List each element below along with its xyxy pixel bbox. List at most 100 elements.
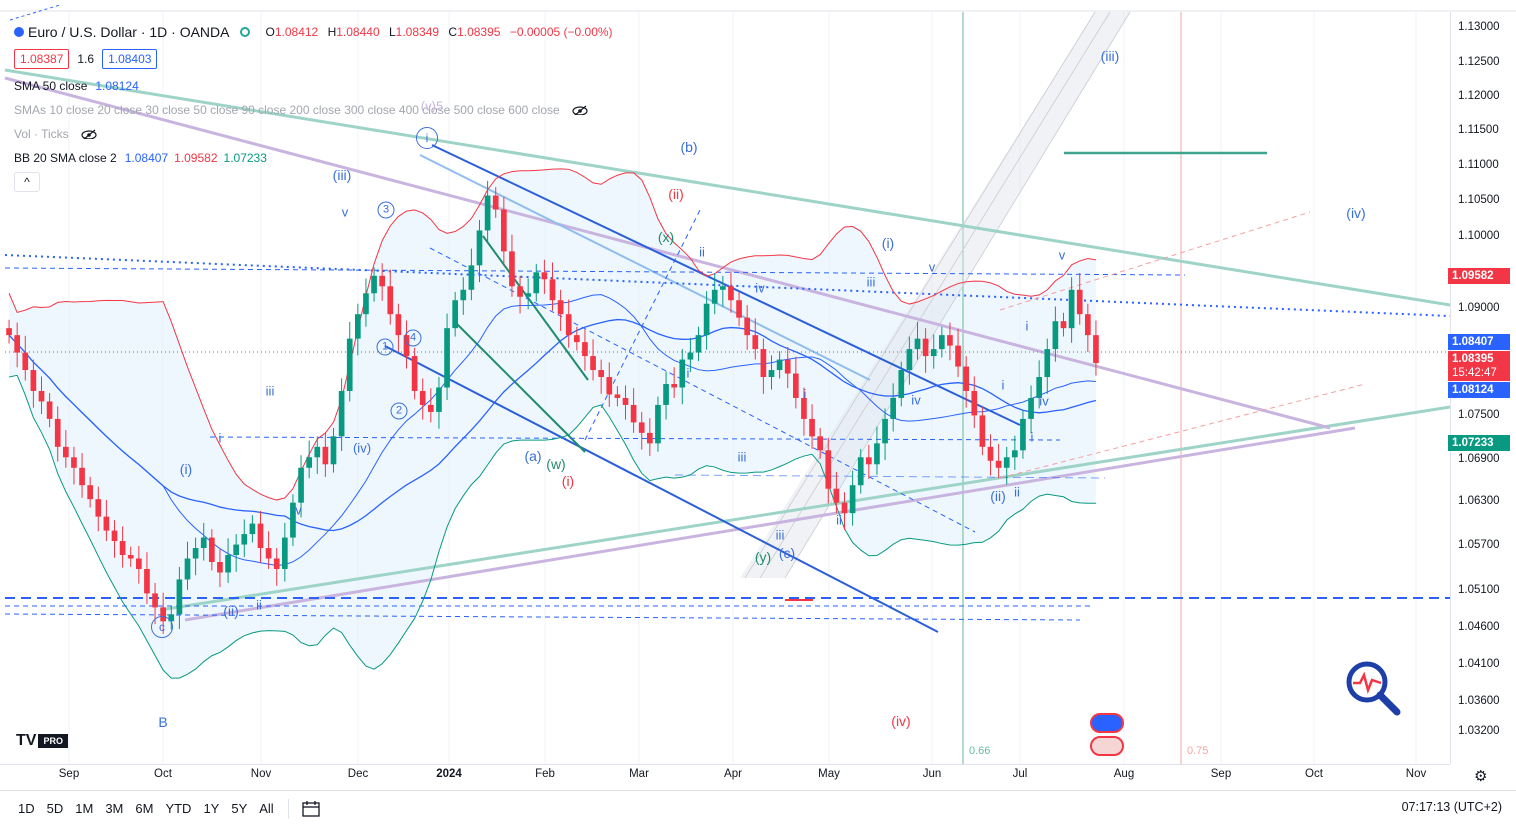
candle-body — [622, 397, 629, 405]
wave-label[interactable]: 2 — [390, 402, 408, 420]
wave-label[interactable]: (y) — [754, 549, 772, 565]
buy-button[interactable]: 1.08403 — [102, 49, 158, 69]
wave-label[interactable]: (b) — [680, 139, 698, 155]
wave-label[interactable]: 3 — [377, 201, 395, 219]
sell-button[interactable]: 1.08387 — [14, 49, 70, 69]
wave-label[interactable]: ii — [699, 244, 705, 260]
wave-label[interactable]: (ii) — [990, 488, 1006, 504]
wave-label[interactable]: iii — [866, 274, 876, 290]
wave-label[interactable]: iv — [1039, 393, 1049, 409]
wave-label[interactable]: i — [218, 430, 222, 446]
wave-label[interactable]: iv — [911, 392, 921, 408]
wave-label[interactable]: (w) — [546, 456, 566, 472]
candle-body — [1084, 314, 1091, 336]
wave-label[interactable]: iii — [737, 449, 747, 465]
candle-body — [1036, 377, 1043, 398]
time-axis[interactable] — [0, 764, 1450, 788]
candle-body — [671, 384, 678, 388]
sma50-row[interactable]: SMA 50 close 1.08124 — [14, 79, 139, 93]
wave-label[interactable]: (iv) — [1346, 205, 1366, 221]
wave-label[interactable]: i — [1030, 429, 1034, 445]
blue-channel-bottom — [384, 345, 939, 633]
wave-label[interactable]: (i) — [561, 473, 575, 489]
range-all[interactable]: All — [259, 801, 274, 816]
spread-value: 1.6 — [77, 52, 95, 66]
wave-label[interactable]: (iv) — [352, 440, 372, 456]
range-6m[interactable]: 6M — [135, 801, 154, 816]
candle-body — [841, 502, 848, 514]
wave-label[interactable]: (i) — [881, 235, 895, 251]
wave-label[interactable]: (x) — [657, 229, 675, 245]
candle-body — [411, 356, 418, 391]
candle-body — [792, 373, 799, 398]
candle-body — [971, 390, 978, 416]
price-tick: 1.04600 — [1458, 621, 1500, 633]
range-5y[interactable]: 5Y — [231, 801, 248, 816]
candle-body — [938, 335, 945, 350]
green-short-line — [482, 235, 589, 381]
wave-label[interactable]: 4 — [404, 329, 422, 347]
magnifier-heartbeat-icon[interactable] — [1345, 660, 1405, 720]
wave-label[interactable]: (v)5 — [420, 98, 444, 114]
candle-body — [22, 352, 29, 371]
wave-label[interactable]: B — [158, 714, 168, 730]
ohlc-values: O1.08412 H1.08440 L1.08349 C1.08395 −0.0… — [265, 25, 613, 39]
wave-label[interactable]: i — [1025, 318, 1029, 334]
wave-label[interactable]: (a) — [524, 448, 542, 464]
wave-label[interactable]: i — [1001, 377, 1005, 393]
price-tick: 1.12000 — [1458, 90, 1500, 102]
wave-label[interactable]: v — [928, 259, 936, 275]
calendar-range-icon[interactable] — [301, 800, 321, 818]
fib-label-066: 0.66 — [969, 745, 991, 757]
candle-body — [192, 548, 199, 559]
wave-label[interactable]: i — [686, 365, 690, 381]
wave-label[interactable]: (iii) — [1100, 48, 1120, 64]
wave-label[interactable]: (iii) — [332, 167, 352, 183]
wave-label[interactable]: (c) — [778, 545, 796, 561]
range-1m[interactable]: 1M — [75, 801, 94, 816]
candle-body — [144, 568, 150, 594]
candles — [6, 180, 1099, 634]
wave-label[interactable]: c — [151, 616, 173, 638]
candle-body — [225, 555, 231, 573]
wave-label[interactable]: ii — [256, 597, 262, 613]
range-1d[interactable]: 1D — [18, 801, 35, 816]
range-5d[interactable]: 5D — [46, 801, 64, 816]
wave-label[interactable]: v — [1058, 247, 1066, 263]
wave-label[interactable]: i — [803, 386, 807, 402]
candle-body — [281, 537, 288, 569]
candle-body — [62, 446, 69, 458]
wave-label[interactable]: v — [341, 204, 349, 220]
range-3m[interactable]: 3M — [105, 801, 124, 816]
collapse-legend-button[interactable]: ^ — [14, 172, 40, 192]
bb-row[interactable]: BB 20 SMA close 2 1.08407 1.09582 1.0723… — [14, 151, 267, 165]
range-ytd[interactable]: YTD — [165, 801, 192, 816]
symbol-title[interactable]: Euro / U.S. Dollar · 1D · OANDA — [28, 24, 230, 40]
wave-label[interactable]: iii — [265, 383, 275, 399]
wave-label[interactable]: (iv) — [891, 713, 911, 729]
candle-body — [1020, 418, 1026, 451]
light-blue-line — [419, 154, 871, 381]
settings-gear-icon[interactable]: ⚙ — [1474, 768, 1488, 785]
wave-label[interactable]: iv — [755, 280, 765, 296]
clock[interactable]: 07:17:13 (UTC+2) — [1401, 800, 1502, 814]
wave-label[interactable]: (ii) — [668, 186, 684, 202]
candle-body — [71, 457, 77, 468]
smas-row[interactable]: SMAs 10 close 20 close 30 close 50 close… — [14, 98, 619, 122]
range-1y[interactable]: 1Y — [203, 801, 220, 816]
wave-label[interactable]: (ii) — [223, 603, 239, 619]
candle-body — [265, 548, 272, 559]
wave-label[interactable]: iii — [775, 527, 785, 543]
wave-label[interactable]: (i) — [179, 461, 193, 477]
wave-label[interactable]: i — [416, 127, 438, 149]
wave-label[interactable]: iv — [292, 502, 302, 518]
wave-label[interactable]: 1 — [376, 338, 394, 356]
candle-body — [290, 502, 296, 538]
candle-body — [30, 370, 37, 391]
wave-label[interactable]: ii — [1014, 484, 1020, 500]
event-flag-icon[interactable] — [1090, 713, 1124, 733]
event-flag-icon[interactable] — [1090, 736, 1124, 756]
wave-label[interactable]: ii — [836, 512, 842, 528]
vol-row[interactable]: Vol · Ticks — [14, 122, 619, 146]
